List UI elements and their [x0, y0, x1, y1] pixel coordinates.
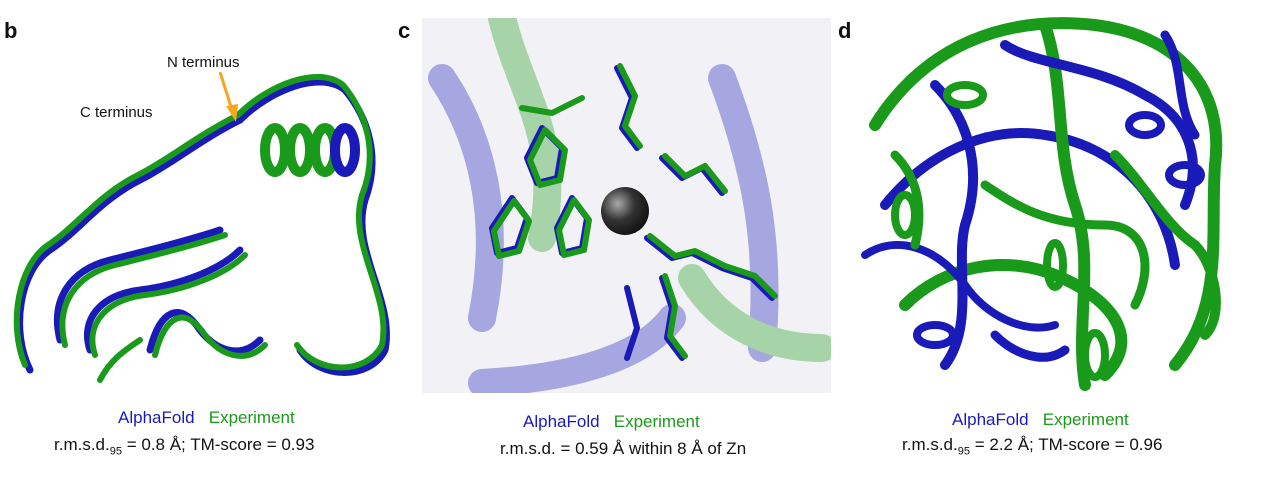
panel-b-letter: b — [4, 18, 18, 43]
panel-c-letter: c — [398, 18, 411, 43]
zinc-atom-icon — [601, 187, 649, 235]
legend-experiment: Experiment — [613, 412, 700, 431]
legend-experiment: Experiment — [1042, 410, 1129, 429]
panel-c-legend: AlphaFold Experiment — [523, 412, 700, 432]
n-terminus-label: N terminus — [167, 54, 240, 71]
panel-d-legend: AlphaFold Experiment — [952, 410, 1129, 430]
legend-alphafold: AlphaFold — [952, 410, 1029, 429]
panel-c-metric: r.m.s.d. = 0.59 Å within 8 Å of Zn — [500, 439, 747, 458]
panel-b-legend: AlphaFold Experiment — [118, 408, 295, 428]
c-terminus-label: C terminus — [80, 104, 153, 121]
panel-d-letter: d — [838, 18, 852, 43]
panel-d-complex-image — [861, 17, 1223, 391]
panel-b-structure-image — [13, 71, 390, 383]
panel-b-metric: r.m.s.d.95 = 0.8 Å; TM-score = 0.93 — [54, 435, 315, 458]
legend-alphafold: AlphaFold — [118, 408, 195, 427]
legend-experiment: Experiment — [208, 408, 295, 427]
panel-d-metric: r.m.s.d.95 = 2.2 Å; TM-score = 0.96 — [902, 435, 1163, 458]
legend-alphafold: AlphaFold — [523, 412, 600, 431]
n-terminus-arrow-icon — [218, 71, 238, 122]
panel-c-active-site-image — [422, 18, 831, 393]
